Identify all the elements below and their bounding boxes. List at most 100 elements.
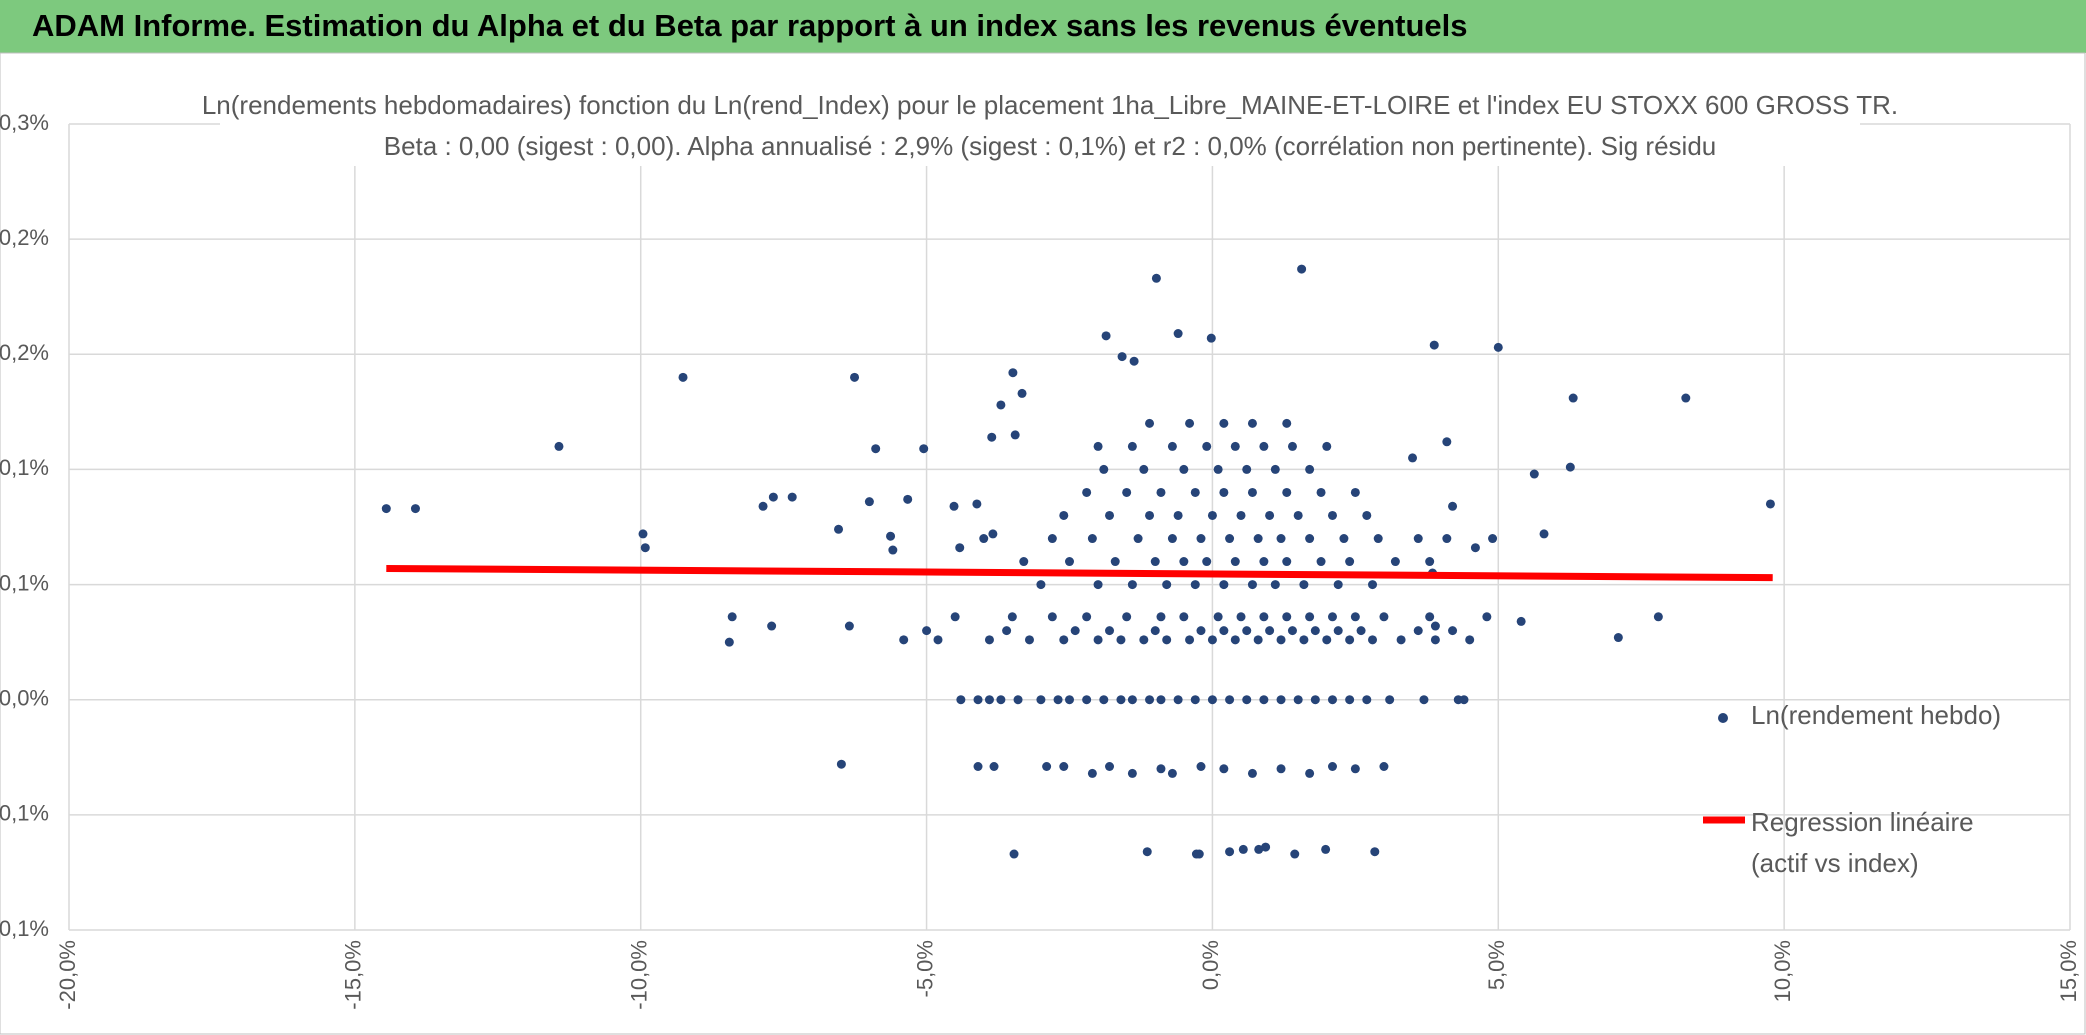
legend-marker xyxy=(1718,713,1728,723)
point xyxy=(1282,418,1292,428)
point xyxy=(1087,768,1097,778)
point xyxy=(973,761,983,771)
point xyxy=(1087,534,1097,544)
point xyxy=(1305,464,1315,474)
point xyxy=(1327,761,1337,771)
point xyxy=(1305,768,1315,778)
x-tick-label: 0,0% xyxy=(1198,940,1223,990)
point xyxy=(1225,695,1235,705)
point xyxy=(1082,487,1092,497)
point xyxy=(1299,635,1309,645)
legend-label: Regression linéaire (actif vs index) xyxy=(1751,807,1974,878)
point xyxy=(768,492,778,502)
point xyxy=(1139,635,1149,645)
point xyxy=(1207,695,1217,705)
y-tick-label: 0,0% xyxy=(0,686,49,711)
regression-line xyxy=(386,564,1773,582)
point xyxy=(996,400,1006,410)
point xyxy=(973,695,983,705)
point xyxy=(1156,612,1166,622)
point xyxy=(1007,612,1017,622)
point xyxy=(1261,842,1271,852)
chart-subtitle: Beta : 0,00 (sigest : 0,00). Alpha annua… xyxy=(384,131,1717,161)
header-title: ADAM Informe. Estimation du Alpha et du … xyxy=(32,8,1468,43)
point xyxy=(1202,557,1212,567)
point xyxy=(1002,626,1012,636)
point xyxy=(1265,510,1275,520)
point xyxy=(864,497,874,507)
point xyxy=(1253,635,1263,645)
x-tick-label: -5,0% xyxy=(912,940,937,997)
point xyxy=(979,534,989,544)
point xyxy=(1127,695,1137,705)
point xyxy=(1082,612,1092,622)
point xyxy=(1145,510,1155,520)
point xyxy=(1213,612,1223,622)
point xyxy=(1151,273,1161,283)
point xyxy=(1379,612,1389,622)
title-bg xyxy=(220,88,1860,166)
point xyxy=(1082,695,1092,705)
point xyxy=(1190,487,1200,497)
point xyxy=(1093,635,1103,645)
point xyxy=(1156,695,1166,705)
point xyxy=(1613,633,1623,643)
point xyxy=(1236,612,1246,622)
point xyxy=(1516,616,1526,626)
point xyxy=(1259,441,1269,451)
point xyxy=(1681,393,1691,403)
point xyxy=(1099,464,1109,474)
point xyxy=(1207,510,1217,520)
point xyxy=(410,504,420,514)
point xyxy=(381,504,391,514)
point xyxy=(1167,534,1177,544)
point xyxy=(1287,441,1297,451)
point xyxy=(1150,626,1160,636)
point xyxy=(1179,557,1189,567)
point xyxy=(1321,844,1331,854)
point xyxy=(984,635,994,645)
point xyxy=(1065,557,1074,567)
point xyxy=(1105,761,1115,771)
point xyxy=(1093,441,1103,451)
point xyxy=(1310,695,1320,705)
point xyxy=(1009,849,1019,859)
point xyxy=(1247,487,1257,497)
point xyxy=(1196,534,1206,544)
point xyxy=(834,524,844,534)
point xyxy=(1327,510,1337,520)
point xyxy=(1430,635,1440,645)
point xyxy=(1327,612,1337,622)
point xyxy=(1185,635,1195,645)
point xyxy=(1242,464,1252,474)
point xyxy=(1036,695,1046,705)
point xyxy=(1270,580,1280,590)
point xyxy=(919,444,929,454)
point xyxy=(1036,580,1046,590)
point xyxy=(871,444,881,454)
chart-title: Ln(rendements hebdomadaires) fonction du… xyxy=(202,90,1898,120)
point xyxy=(1247,768,1257,778)
point xyxy=(1105,626,1115,636)
point xyxy=(1236,510,1246,520)
point xyxy=(727,612,737,622)
point xyxy=(1219,418,1229,428)
point xyxy=(1276,695,1286,705)
point xyxy=(1242,695,1252,705)
point xyxy=(1247,580,1257,590)
point xyxy=(1259,612,1269,622)
point xyxy=(989,761,999,771)
point xyxy=(1105,510,1115,520)
point xyxy=(1322,441,1332,451)
point xyxy=(972,499,982,509)
point xyxy=(1190,580,1200,590)
point xyxy=(1350,612,1360,622)
x-tick-label: -15,0% xyxy=(341,940,366,1010)
point xyxy=(1185,418,1195,428)
point xyxy=(1396,635,1406,645)
point xyxy=(1207,635,1217,645)
point xyxy=(1173,329,1183,339)
point xyxy=(1145,418,1155,428)
point xyxy=(1488,534,1498,544)
